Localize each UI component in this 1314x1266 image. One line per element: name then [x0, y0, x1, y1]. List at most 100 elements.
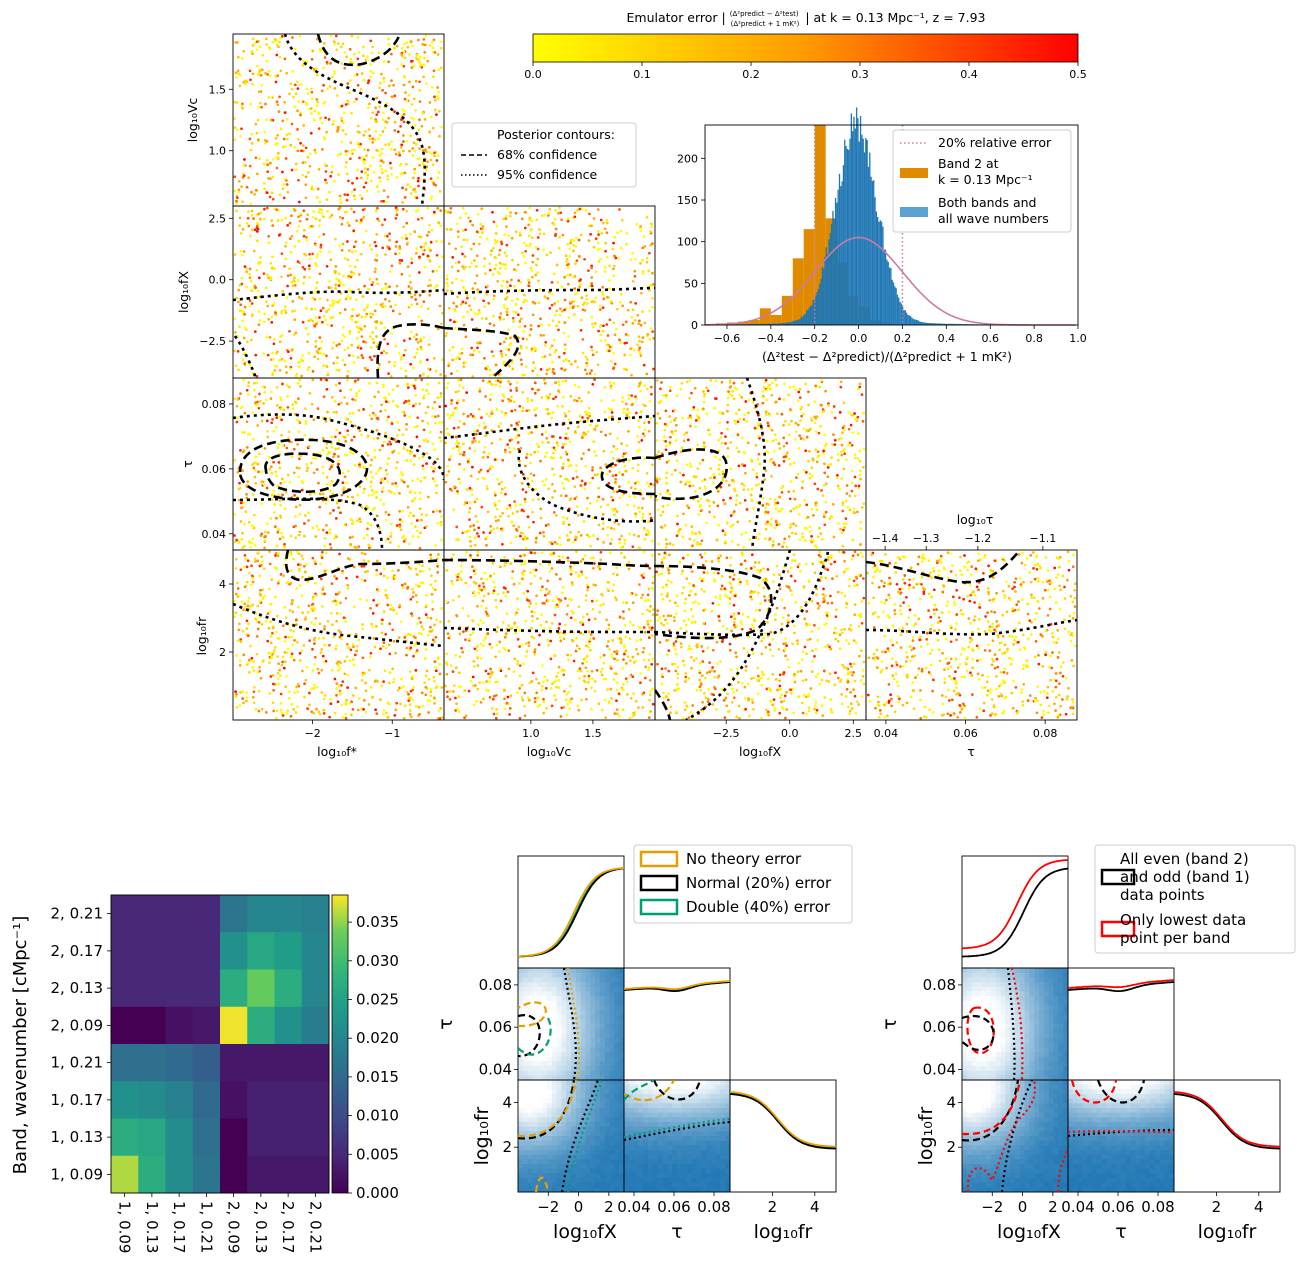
scatter-point [369, 686, 373, 689]
scatter-point [382, 189, 386, 192]
scatter-point [552, 451, 555, 455]
scatter-point [277, 579, 281, 583]
scatter-point [439, 373, 443, 376]
scatter-point [583, 487, 587, 491]
scatter-point [810, 535, 813, 538]
scatter-point [249, 644, 252, 648]
scatter-point [299, 113, 302, 117]
scatter-point [330, 214, 334, 217]
scatter-point [651, 242, 654, 245]
scatter-point [369, 523, 373, 527]
scatter-point [536, 373, 539, 377]
scatter-point [433, 286, 437, 289]
scatter-point [792, 385, 796, 388]
scatter-point [410, 261, 414, 265]
scatter-point [480, 207, 484, 211]
scatter-point [242, 336, 246, 340]
scatter-point [292, 525, 296, 529]
scatter-point [372, 170, 376, 174]
scatter-point [556, 404, 560, 408]
scatter-point [519, 280, 523, 284]
scatter-point [802, 412, 806, 416]
scatter-point [370, 696, 374, 700]
scatter-point [356, 168, 360, 172]
scatter-point [413, 497, 417, 500]
scatter-point [239, 486, 242, 490]
scatter-point [257, 90, 261, 94]
scatter-point [724, 531, 727, 535]
scatter-point [456, 235, 460, 239]
scatter-point [359, 597, 362, 601]
scatter-point [603, 339, 607, 342]
scatter-point [436, 154, 440, 158]
scatter-point [333, 536, 336, 540]
scatter-point [419, 479, 423, 483]
scatter-point [398, 312, 402, 316]
scatter-point [375, 496, 378, 499]
scatter-point [770, 474, 773, 478]
scatter-point [427, 392, 430, 396]
scatter-point [502, 306, 506, 310]
scatter-point [562, 515, 565, 519]
scatter-point [361, 627, 364, 631]
scatter-point [409, 646, 413, 650]
scatter-points-panel-5 [655, 378, 866, 549]
scatter-point [431, 510, 435, 514]
scatter-point [450, 402, 453, 405]
scatter-point [404, 91, 407, 94]
scatter-point [860, 393, 864, 396]
scatter-point [425, 462, 428, 465]
scatter-point [368, 414, 372, 417]
scatter-point [423, 681, 426, 684]
scatter-point [235, 209, 238, 213]
scatter-point [398, 293, 401, 297]
scatter-point [445, 277, 449, 281]
scatter-point [367, 287, 370, 291]
scatter-point [251, 524, 255, 527]
scatter-point [413, 491, 417, 495]
scatter-point [507, 364, 511, 368]
scatter-point [636, 313, 640, 317]
scatter-point [293, 318, 297, 321]
scatter-point [731, 389, 734, 393]
scatter-point [540, 396, 544, 399]
scatter-point [456, 222, 459, 226]
scatter-point [633, 274, 637, 278]
scatter-point [350, 438, 354, 442]
scatter-point [643, 538, 647, 541]
scatter-point [525, 299, 529, 303]
scatter-point [298, 530, 302, 534]
scatter-point [300, 488, 304, 492]
scatter-point [613, 254, 616, 258]
scatter-point [713, 476, 716, 479]
scatter-point [437, 68, 441, 72]
scatter-point [312, 118, 316, 122]
scatter-point [385, 286, 389, 289]
scatter-point [276, 581, 280, 585]
scatter-point [813, 482, 817, 486]
scatter-point [236, 69, 240, 73]
scatter-point [379, 698, 382, 701]
scatter-point [412, 335, 416, 339]
scatter-point [504, 413, 507, 417]
scatter-point [509, 336, 512, 340]
scatter-point [258, 45, 262, 49]
scatter-point [286, 274, 290, 278]
scatter-point [311, 602, 315, 606]
scatter-point [508, 344, 512, 347]
scatter-point [511, 258, 514, 262]
scatter-point [322, 697, 326, 701]
scatter-point [340, 703, 344, 707]
scatter-point [721, 470, 725, 474]
scatter-point [387, 392, 391, 396]
scatter-point [369, 480, 373, 484]
scatter-point [690, 391, 693, 395]
scatter-point [328, 216, 332, 219]
scatter-point [288, 385, 291, 389]
scatter-point [353, 424, 357, 428]
scatter-point [271, 631, 274, 635]
scatter-point [477, 526, 481, 530]
scatter-point [419, 570, 422, 573]
scatter-point [598, 304, 602, 308]
scatter-point [736, 520, 740, 524]
